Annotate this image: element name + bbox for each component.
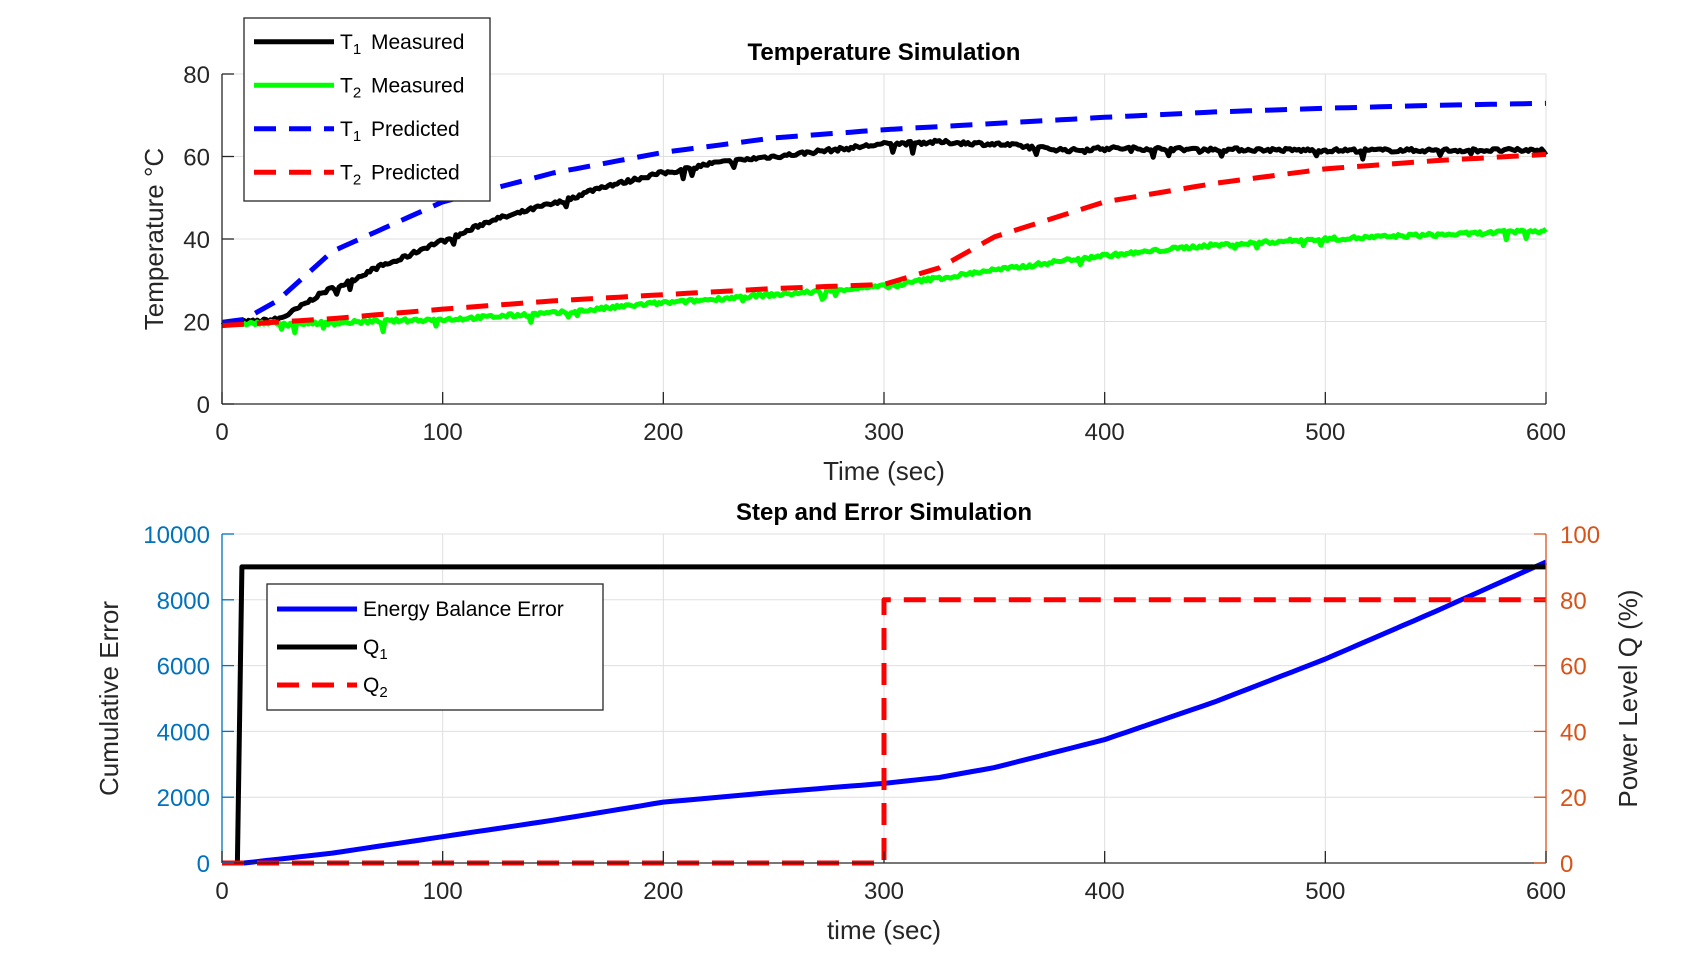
right-y-tick-label: 0	[1560, 851, 1573, 878]
y-tick-label: 0	[197, 851, 210, 878]
x-tick-label: 600	[1526, 419, 1566, 446]
y-tick-label: 60	[183, 145, 210, 172]
right-y-tick-label: 40	[1560, 719, 1587, 746]
series-line-t2-predicted	[221, 151, 1547, 329]
x-tick-label: 300	[864, 878, 904, 905]
right-y-tick-label: 20	[1560, 785, 1587, 812]
y-tick-label: 2000	[157, 785, 210, 812]
legend-label: T2 Predicted	[340, 161, 460, 188]
x-tick-label: 100	[423, 878, 463, 905]
legend: T1 Measured T2 Measured T1 Predicted T2 Pre…	[243, 17, 491, 202]
series-line-t1-measured	[220, 137, 1549, 328]
y-tick-label: 80	[183, 62, 210, 89]
y-axis-label: Temperature °C	[139, 148, 169, 330]
step-error-chart: Step and Error Simulation time (sec) Cum…	[94, 499, 1643, 945]
right-y-tick-label: 80	[1560, 588, 1587, 615]
right-y-tick-label: 100	[1560, 522, 1600, 549]
x-tick-label: 0	[215, 878, 228, 905]
x-tick-label: 300	[864, 419, 904, 446]
legend-label: T2 Measured	[340, 74, 464, 101]
x-tick-label: 200	[643, 419, 683, 446]
y-tick-label: 20	[183, 310, 210, 337]
x-tick-label: 100	[423, 419, 463, 446]
legend-box	[243, 17, 491, 202]
series-line-t2-measured	[221, 227, 1548, 336]
x-tick-label: 500	[1305, 878, 1345, 905]
right-y-tick-label: 60	[1560, 654, 1587, 681]
chart-title: Step and Error Simulation	[736, 499, 1032, 526]
legend-label: Q1	[363, 636, 388, 663]
y-tick-label: 8000	[157, 588, 210, 615]
legend-label: Energy Balance Error	[363, 598, 564, 621]
x-axis-label: Time (sec)	[823, 456, 945, 486]
x-tick-label: 600	[1526, 878, 1566, 905]
x-tick-label: 400	[1085, 419, 1125, 446]
left-y-axis-label: Cumulative Error	[94, 601, 124, 796]
series-line-q1	[234, 564, 1546, 864]
series-line-t1-predicted	[221, 100, 1547, 325]
x-axis-label: time (sec)	[827, 915, 941, 945]
y-tick-label: 6000	[157, 654, 210, 681]
x-tick-label: 0	[215, 419, 228, 446]
y-tick-label: 40	[183, 227, 210, 254]
right-y-axis-label: Power Level Q (%)	[1613, 589, 1643, 807]
temperature-chart: Temperature Simulation Time (sec) Temper…	[139, 17, 1566, 486]
legend-label: T1 Predicted	[340, 118, 460, 145]
x-tick-label: 400	[1085, 878, 1125, 905]
y-tick-label: 4000	[157, 719, 210, 746]
x-tick-label: 500	[1305, 419, 1345, 446]
y-tick-label: 0	[197, 392, 210, 419]
chart-title: Temperature Simulation	[748, 39, 1021, 66]
legend-label: T1 Measured	[340, 31, 464, 58]
y-tick-label: 10000	[143, 522, 210, 549]
legend: Energy Balance Error Q1 Q2	[266, 583, 604, 711]
x-tick-label: 200	[643, 878, 683, 905]
legend-label: Q2	[363, 674, 388, 701]
